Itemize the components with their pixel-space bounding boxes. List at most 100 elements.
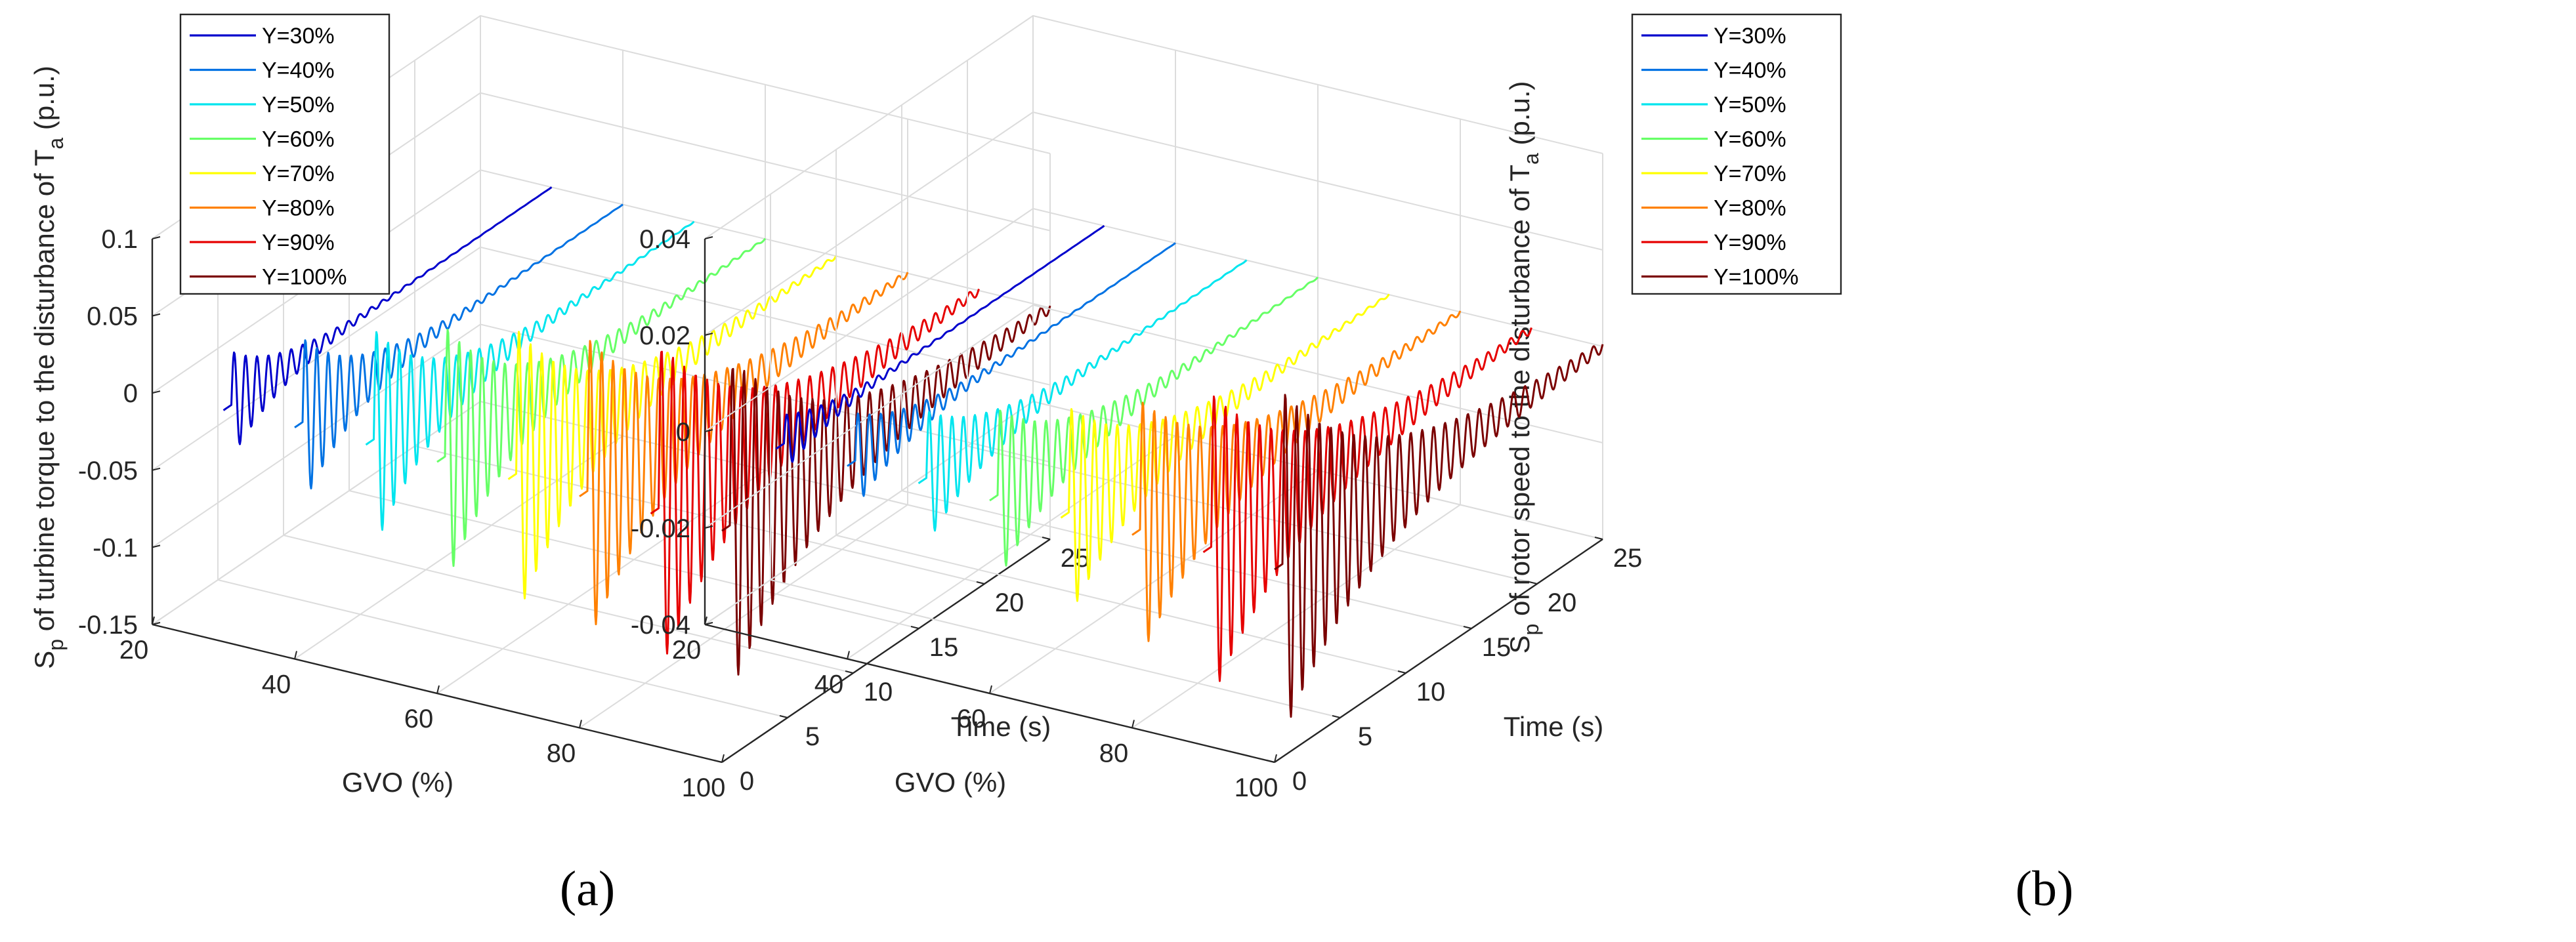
- gvo-tick-label: 80: [547, 739, 576, 768]
- time-tick-label: 15: [1482, 633, 1511, 662]
- series-line-Y=50%: [365, 220, 695, 531]
- gvo-tick-mark: [1274, 754, 1277, 763]
- gvo-tick-mark: [579, 720, 582, 728]
- time-tick-label: 20: [995, 588, 1024, 617]
- time-tick-mark: [910, 626, 919, 629]
- legend-label: Y=50%: [262, 92, 335, 117]
- time-tick-mark: [1266, 760, 1275, 763]
- panel-label: (b): [2016, 861, 2074, 916]
- legend: Y=30% Y=40% Y=50% Y=60% Y=70% Y=80% Y=90% Y=100…: [1631, 13, 1842, 295]
- time-tick-mark: [713, 760, 723, 763]
- legend-label: Y=70%: [262, 161, 335, 186]
- time-tick-label: 25: [1613, 544, 1643, 573]
- gridline-gvo: [1274, 154, 1603, 763]
- gridline-z: [152, 400, 1051, 625]
- gvo-tick-label: 60: [957, 705, 986, 733]
- series-line-Y=50%: [918, 259, 1248, 532]
- series-group: [775, 224, 1604, 718]
- gvo-tick-mark: [847, 651, 850, 659]
- time-tick-mark: [1042, 537, 1051, 540]
- legend-label: Y=50%: [1714, 92, 1786, 117]
- time-tick-label: 5: [805, 722, 820, 751]
- z-tick-label: -0.04: [631, 611, 690, 640]
- gvo-tick-mark: [152, 616, 155, 625]
- series-line-Y=100%: [1274, 344, 1604, 718]
- z-tick-label: 0.05: [87, 302, 138, 331]
- z-tick-mark: [152, 544, 161, 548]
- z-tick-mark: [704, 429, 713, 432]
- gridline-gvo: [989, 85, 1319, 694]
- legend-label: Y=30%: [262, 24, 335, 49]
- z-tick-label: 0.1: [101, 225, 138, 254]
- z-tick-mark: [152, 622, 161, 625]
- z-tick-mark: [704, 236, 713, 239]
- legend-label: Y=60%: [262, 127, 335, 152]
- legend: Y=30% Y=40% Y=50% Y=60% Y=70% Y=80% Y=90% Y=100…: [179, 13, 391, 295]
- series-line-Y=40%: [294, 203, 623, 490]
- z-tick-label: 0.02: [639, 321, 690, 350]
- panel-a: -0.15 -0.1 -0.05 0 0.05 0.1 20 40 60 80 100 0 5 10 15 2…: [29, 13, 1089, 916]
- legend-box: [1631, 13, 1842, 295]
- legend-box: [179, 13, 391, 295]
- z-tick-mark: [704, 622, 713, 625]
- z-tick-label: -0.1: [93, 533, 138, 562]
- time-tick-label: 20: [1548, 588, 1577, 617]
- legend-label: Y=40%: [1714, 58, 1786, 83]
- gvo-tick-label: 80: [1099, 739, 1129, 768]
- time-axis-line: [1274, 539, 1603, 763]
- time-tick-label: 10: [864, 678, 893, 706]
- gvo-tick-label: 40: [814, 670, 844, 699]
- z-tick-mark: [152, 236, 161, 239]
- legend-label: Y=100%: [1714, 265, 1799, 290]
- time-tick-mark: [845, 670, 854, 674]
- legend-label: Y=60%: [1714, 127, 1786, 152]
- z-tick-label: 0: [123, 379, 138, 408]
- gvo-tick-mark: [436, 685, 440, 694]
- gvo-tick-mark: [989, 685, 992, 694]
- gridline-gvo: [704, 16, 1034, 625]
- time-tick-mark: [1594, 537, 1603, 540]
- legend-label: Y=90%: [262, 230, 335, 255]
- legend-label: Y=80%: [262, 196, 335, 221]
- z-tick-label: -0.15: [78, 611, 138, 640]
- z-tick-mark: [704, 525, 713, 529]
- gvo-tick-label: 60: [404, 705, 434, 733]
- time-axis-label: Time (s): [1504, 711, 1603, 742]
- legend-label: Y=100%: [262, 265, 347, 290]
- series-line-Y=30%: [222, 186, 553, 445]
- z-tick-mark: [152, 313, 161, 317]
- legend-label: Y=80%: [1714, 196, 1786, 221]
- gridline-gvo: [579, 119, 908, 729]
- legend-label: Y=90%: [1714, 230, 1786, 255]
- gvo-tick-label: 20: [119, 636, 149, 665]
- gvo-tick-mark: [1131, 720, 1135, 728]
- grid: [704, 14, 1603, 763]
- series-group: [222, 186, 1051, 676]
- time-tick-label: 5: [1358, 722, 1372, 751]
- z-tick-mark: [152, 390, 161, 394]
- time-tick-label: 0: [740, 767, 754, 796]
- z-axis-label: Sp of rotor speed to the disturbance of …: [1504, 81, 1543, 654]
- legend-label: Y=40%: [262, 58, 335, 83]
- gvo-tick-label: 20: [672, 636, 702, 665]
- time-tick-label: 15: [929, 633, 959, 662]
- time-tick-mark: [1332, 715, 1341, 718]
- time-axis-line: [721, 539, 1051, 763]
- time-tick-label: 10: [1416, 678, 1446, 706]
- gridline-z: [704, 111, 1603, 336]
- z-tick-label: 0: [676, 418, 690, 447]
- legend-label: Y=70%: [1714, 161, 1786, 186]
- gvo-tick-mark: [704, 616, 707, 625]
- time-tick-mark: [976, 581, 985, 584]
- gridline-z: [704, 14, 1603, 239]
- gvo-tick-label: 100: [682, 773, 726, 802]
- gvo-tick-label: 40: [262, 670, 291, 699]
- series-line-Y=30%: [775, 224, 1105, 463]
- gvo-tick-label: 100: [1235, 773, 1278, 802]
- time-axis-label: Time (s): [951, 711, 1051, 742]
- time-tick-mark: [1529, 581, 1538, 584]
- time-tick-label: 0: [1292, 767, 1307, 796]
- series-line-Y=40%: [847, 242, 1176, 497]
